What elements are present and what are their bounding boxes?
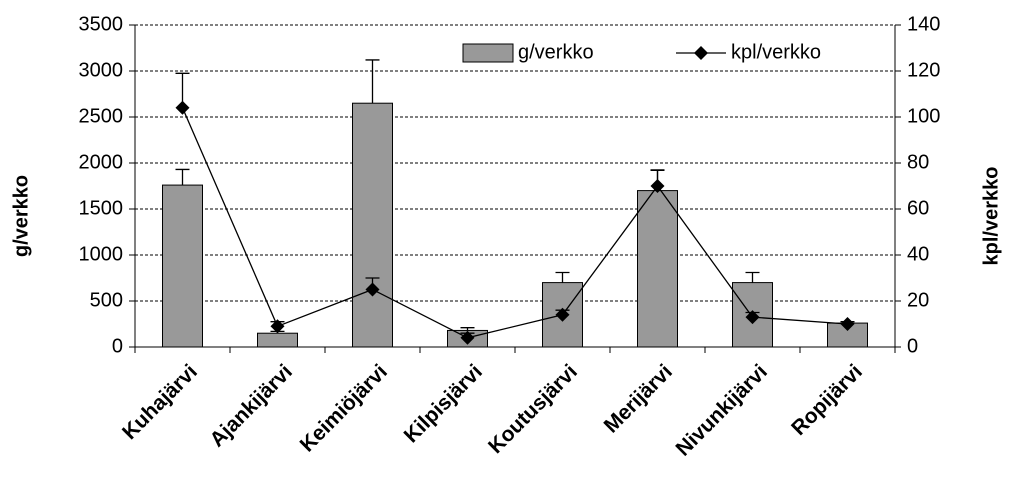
x-tick-label: Merijärvi	[600, 360, 677, 437]
error-bar	[745, 271, 760, 283]
x-tick-label: Ajankijärvi	[206, 360, 297, 451]
y-tick-label: 500	[90, 289, 123, 311]
y2-tick-label: 100	[907, 105, 940, 127]
marker	[460, 330, 475, 345]
x-tick-label: Kuhajärvi	[118, 360, 202, 444]
y-tick-label: 2000	[79, 151, 124, 173]
bar	[352, 102, 393, 348]
y-tick-label: 3500	[79, 13, 124, 35]
y-tick-label: 1500	[79, 197, 124, 219]
y2-tick-label: 80	[907, 151, 929, 173]
y2-tick-label: 40	[907, 243, 929, 265]
legend-label: g/verkko	[518, 41, 594, 63]
x-tick-label: Kilpisjärvi	[400, 360, 487, 447]
marker	[270, 319, 285, 334]
bar	[162, 184, 203, 348]
x-tick-label: Koutusjärvi	[484, 360, 582, 458]
marker	[365, 282, 380, 297]
y2-tick-label: 60	[907, 197, 929, 219]
y-axis-title: g/verkko	[10, 175, 32, 257]
y2-tick-label: 20	[907, 289, 929, 311]
marker	[745, 310, 760, 325]
error-bar	[365, 59, 380, 104]
marker	[555, 307, 570, 322]
bar	[637, 190, 678, 348]
x-tick-label: Nivunkijärvi	[672, 360, 772, 460]
x-tick-label: Keimiöjärvi	[296, 360, 392, 456]
marker	[175, 100, 190, 115]
y2-axis-title: kpl/verkko	[980, 167, 1002, 266]
y2-tick-label: 120	[907, 59, 940, 81]
legend-label: kpl/verkko	[731, 41, 821, 63]
legend-swatch	[694, 46, 708, 60]
error-bar	[555, 271, 570, 283]
y-tick-label: 1000	[79, 243, 124, 265]
x-tick-label: Ropijärvi	[787, 360, 867, 440]
marker	[650, 179, 665, 193]
y-tick-label: 0	[112, 335, 123, 357]
y2-tick-label: 0	[907, 335, 918, 357]
line	[181, 107, 848, 339]
marker	[840, 317, 855, 331]
y2-tick-label: 140	[907, 13, 940, 35]
y-tick-label: 2500	[79, 105, 124, 127]
error-bar	[175, 168, 190, 186]
legend-swatch	[462, 43, 514, 63]
bar	[257, 332, 298, 348]
y-tick-label: 3000	[79, 59, 124, 81]
